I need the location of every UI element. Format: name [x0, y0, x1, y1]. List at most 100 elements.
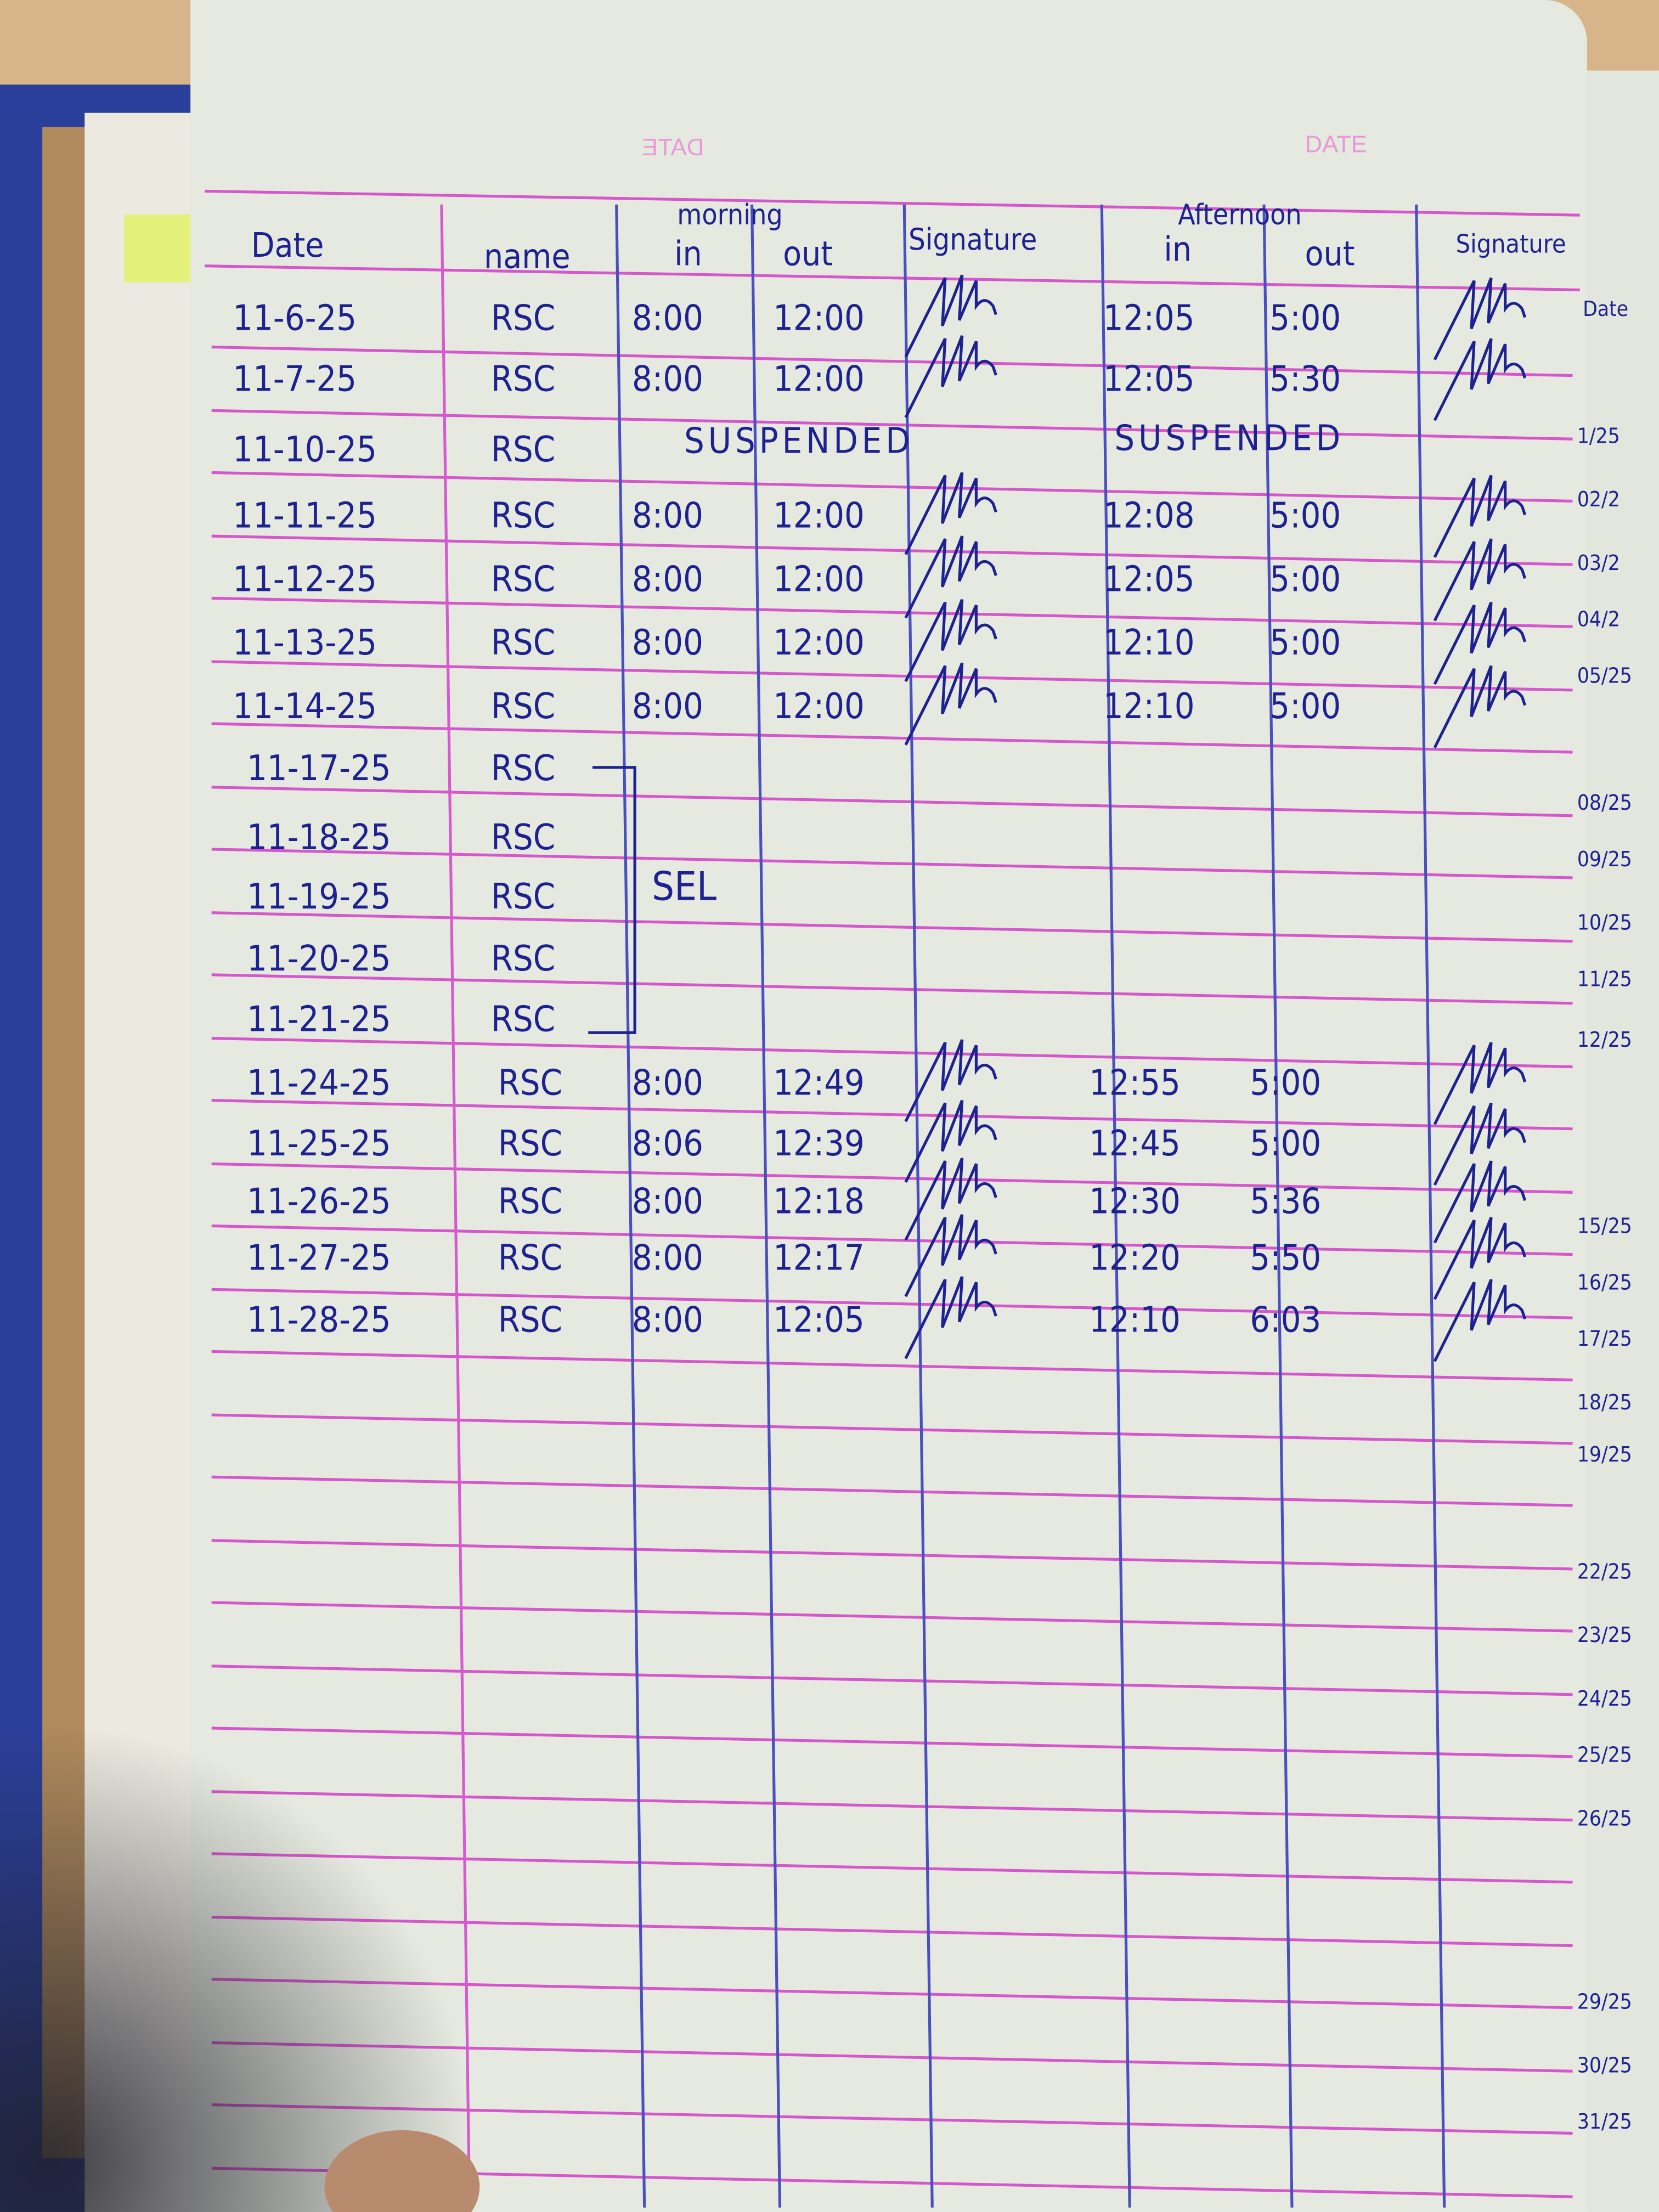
row-afternoon-out: 5:00 [1269, 622, 1341, 663]
row-afternoon-out: 5:00 [1250, 1062, 1322, 1103]
row-date: 11-7-25 [233, 358, 357, 399]
next-page-date: 05/25 [1577, 663, 1632, 689]
header-morning-in: in [674, 234, 702, 274]
signature-mark [904, 1276, 997, 1359]
row-date: 11-27-25 [246, 1237, 391, 1278]
row-afternoon-note: SUSPENDED [1114, 417, 1345, 459]
row-afternoon-out: 5:36 [1250, 1181, 1322, 1222]
row-morning-in: 8:00 [631, 622, 703, 663]
row-name: RSC [490, 495, 556, 537]
next-page-date: 08/25 [1577, 789, 1632, 816]
row-name: RSC [490, 747, 556, 789]
signature-mark-2 [1433, 1102, 1527, 1186]
next-page-date: 19/25 [1577, 1441, 1632, 1468]
next-page-date: 1/25 [1577, 423, 1620, 449]
next-page-date: 29/25 [1577, 1989, 1632, 2015]
row-afternoon-in: 12:05 [1103, 297, 1195, 339]
next-page-date: 10/25 [1577, 910, 1632, 935]
next-page-date: 31/25 [1577, 2109, 1632, 2135]
row-afternoon-out: 5:00 [1269, 495, 1341, 537]
signature-mark [904, 599, 997, 682]
row-afternoon-out: 5:00 [1250, 1122, 1322, 1164]
signature-mark-2 [1433, 1279, 1527, 1362]
signature-mark [904, 472, 997, 555]
next-page-date: 15/25 [1577, 1213, 1632, 1239]
next-page-date: 18/25 [1577, 1389, 1632, 1415]
row-morning-in: 8:06 [631, 1122, 703, 1164]
row-afternoon-in: 12:10 [1089, 1299, 1181, 1340]
next-page-date: 16/25 [1577, 1269, 1632, 1295]
next-page-date: 25/25 [1577, 1742, 1632, 1768]
row-date: 11-19-25 [246, 876, 391, 917]
row-afternoon-in: 12:10 [1103, 685, 1195, 727]
row-name: RSC [490, 558, 556, 600]
next-page-date: 26/25 [1577, 1805, 1632, 1831]
row-name: RSC [498, 1237, 563, 1278]
row-date: 11-11-25 [233, 495, 377, 537]
signature-mark-2 [1433, 475, 1527, 558]
signature-mark [904, 1158, 997, 1241]
row-morning-note: SUSPENDED [684, 420, 914, 461]
row-afternoon-out: 5:00 [1269, 685, 1341, 727]
next-page-date: 23/25 [1577, 1622, 1632, 1648]
next-page-date: 11/25 [1577, 966, 1632, 992]
row-date: 11-26-25 [246, 1181, 391, 1222]
row-morning-in: 8:00 [631, 685, 703, 727]
row-date: 11-28-25 [246, 1299, 391, 1340]
row-name: RSC [490, 685, 556, 727]
signature-mark [904, 535, 997, 619]
row-date: 11-6-25 [233, 297, 357, 339]
row-name: RSC [490, 876, 556, 917]
printed-date-label-mirrored: DATE [641, 134, 704, 161]
next-page-date: 04/2 [1577, 606, 1620, 632]
row-morning-in: 8:00 [631, 1062, 703, 1103]
next-page-date: 30/25 [1577, 2052, 1632, 2078]
signature-mark-2 [1433, 1042, 1527, 1125]
row-afternoon-in: 12:45 [1089, 1122, 1181, 1164]
signature-mark-2 [1433, 538, 1527, 622]
signature-mark [904, 335, 997, 419]
row-name: RSC [490, 358, 556, 399]
row-date: 11-18-25 [246, 816, 391, 858]
row-name: RSC [490, 297, 556, 339]
signature-mark [904, 1214, 997, 1297]
row-morning-in: 8:00 [631, 1299, 703, 1340]
row-afternoon-in: 12:05 [1103, 558, 1195, 600]
signature-mark [904, 274, 997, 358]
next-page-header: Date [1583, 296, 1629, 322]
row-name: RSC [498, 1062, 563, 1103]
row-name: RSC [498, 1181, 563, 1222]
bracket [588, 766, 636, 1034]
row-morning-out: 12:18 [773, 1181, 865, 1222]
sticky-tab [124, 214, 202, 283]
header-signature: Signature [908, 223, 1037, 257]
row-name: RSC [490, 622, 556, 663]
row-name: RSC [498, 1122, 563, 1164]
row-morning-out: 12:00 [773, 558, 865, 600]
row-afternoon-out: 6:03 [1250, 1299, 1322, 1340]
row-afternoon-in: 12:08 [1103, 495, 1195, 537]
row-afternoon-out: 5:50 [1250, 1237, 1322, 1278]
header-morning: morning [677, 197, 783, 232]
row-afternoon-in: 12:05 [1103, 358, 1195, 399]
row-morning-in: 8:00 [631, 358, 703, 399]
row-afternoon-out: 5:30 [1269, 358, 1341, 399]
row-morning-out: 12:39 [773, 1122, 865, 1164]
next-page-date: 02/2 [1577, 487, 1620, 512]
next-page-date: 12/25 [1577, 1026, 1632, 1053]
signature-mark-2 [1433, 665, 1527, 748]
row-morning-in: 8:00 [631, 1237, 703, 1278]
row-date: 11-17-25 [246, 747, 391, 789]
next-page-date: 24/25 [1577, 1685, 1632, 1712]
row-morning-in: 8:00 [631, 1181, 703, 1222]
row-date: 11-13-25 [233, 622, 377, 663]
row-morning-in: 8:00 [631, 495, 703, 537]
row-name: RSC [490, 816, 556, 858]
hand-shadow [0, 1721, 480, 2212]
next-page-date: 22/25 [1577, 1559, 1632, 1584]
bracket-note: SEL [651, 863, 717, 910]
row-afternoon-in: 12:20 [1089, 1237, 1181, 1278]
header-afternoon-in: in [1164, 230, 1192, 270]
header-signature-2: Signature [1455, 230, 1566, 260]
